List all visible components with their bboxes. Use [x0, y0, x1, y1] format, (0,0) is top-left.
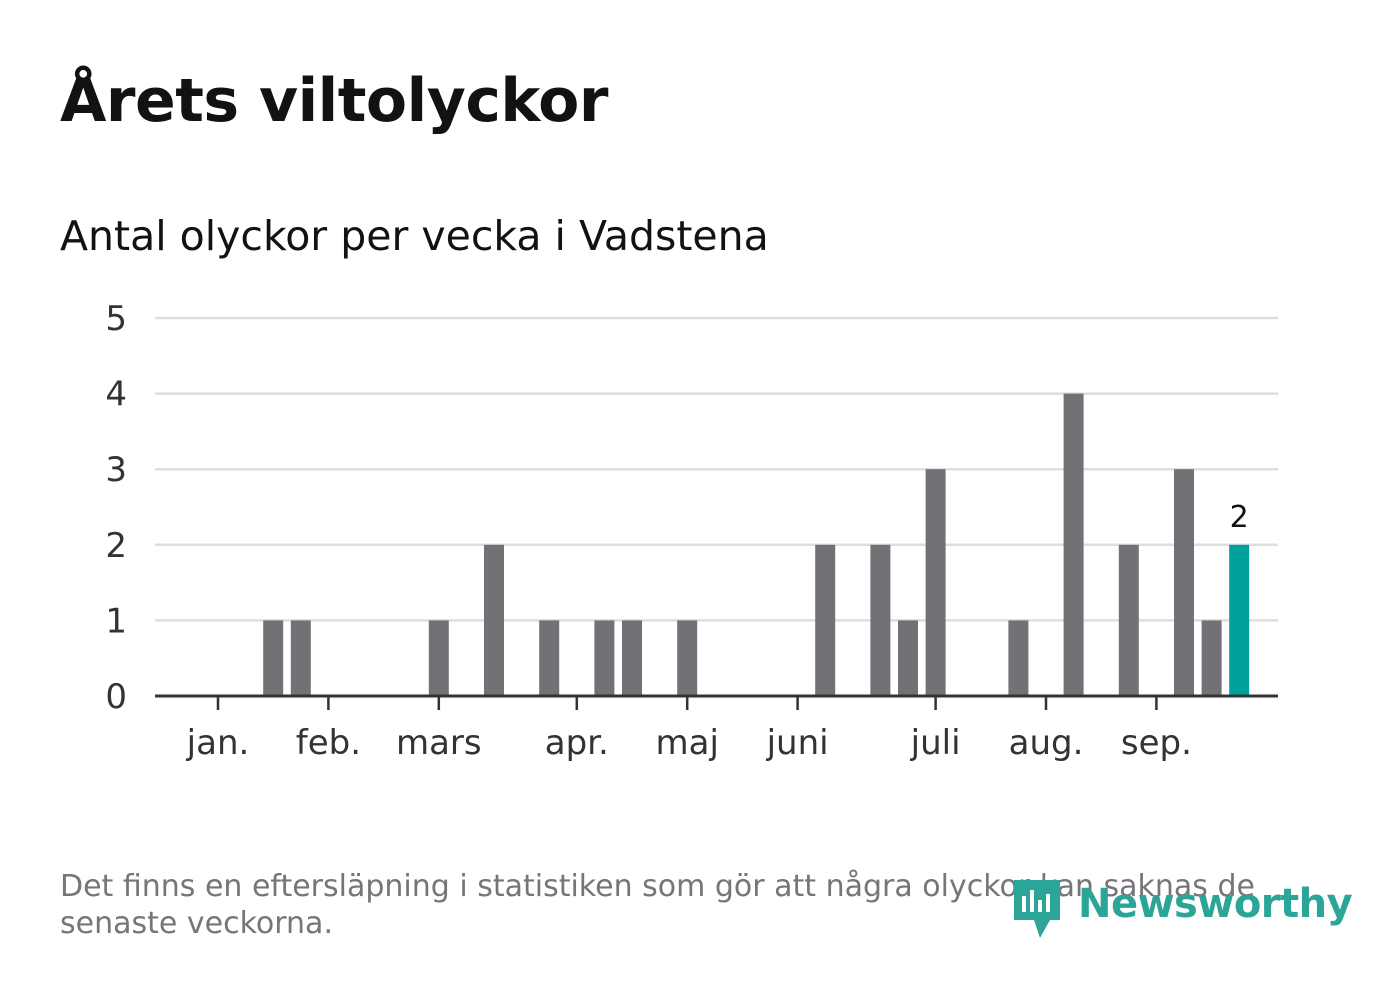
y-tick-label: 5 — [105, 299, 127, 339]
bar — [1174, 469, 1194, 696]
bar — [1008, 620, 1029, 696]
y-tick-label: 1 — [105, 601, 127, 641]
highlight-bar — [1229, 544, 1250, 696]
chart-subtitle: Antal olyckor per vecka i Vadstena — [60, 212, 769, 260]
newsworthy-logo-icon — [1014, 880, 1060, 938]
bar — [594, 620, 615, 696]
x-tick-label: sep. — [1121, 723, 1192, 763]
bar — [677, 620, 698, 696]
bar — [428, 620, 449, 696]
bar — [1063, 393, 1084, 696]
y-tick-label: 0 — [105, 677, 127, 717]
y-tick-label: 2 — [105, 526, 127, 566]
x-tick-label: juli — [910, 723, 961, 763]
grid-lines — [155, 316, 1278, 622]
y-tick-label: 4 — [105, 375, 127, 415]
bar — [898, 620, 918, 696]
bar-chart: 0 1 2 3 4 5 jan. feb. mars apr. maj juni juli aug. sep… — [105, 299, 1278, 763]
x-tick-label: feb. — [296, 723, 361, 763]
x-tick-label: jan. — [186, 723, 250, 763]
x-tick-label: maj — [655, 723, 718, 763]
newsworthy-logo-text: Newsworthy — [1078, 881, 1353, 927]
x-tick-label: apr. — [545, 723, 609, 763]
bar — [1118, 544, 1139, 696]
bar — [622, 620, 642, 696]
data-label: 2 — [1230, 500, 1249, 535]
labels: 0 1 2 3 4 5 jan. feb. mars apr. maj juni juli aug. sep… — [105, 299, 1248, 763]
y-tick-label: 3 — [105, 450, 127, 490]
bar — [1201, 620, 1222, 696]
bar — [290, 620, 311, 696]
x-tick-label: mars — [396, 723, 482, 763]
bar — [870, 544, 891, 696]
bar — [263, 620, 284, 696]
axes — [155, 694, 1278, 710]
newsworthy-logo[interactable]: Newsworthy — [1010, 872, 1353, 942]
bar — [539, 620, 560, 696]
x-tick-label: juni — [766, 723, 829, 763]
bar — [484, 544, 504, 696]
x-tick-label: aug. — [1009, 723, 1084, 763]
bar — [815, 544, 836, 696]
chart-title: Årets viltolyckor — [60, 66, 609, 136]
bars — [263, 393, 1250, 696]
bar — [925, 469, 946, 696]
